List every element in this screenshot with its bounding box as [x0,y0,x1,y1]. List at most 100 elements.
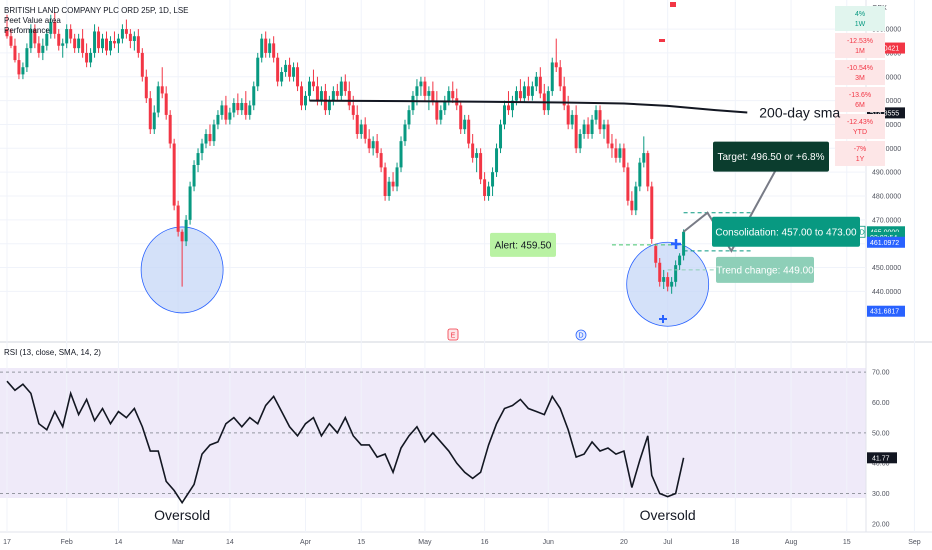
candle[interactable] [200,138,204,161]
candle[interactable] [622,143,626,173]
candle[interactable] [574,105,578,154]
candle[interactable] [347,81,351,111]
candle[interactable] [288,57,292,82]
candle[interactable] [323,83,327,115]
candle[interactable] [646,150,650,192]
candle[interactable] [132,31,136,51]
candle[interactable] [455,88,459,111]
candle[interactable] [311,69,315,92]
candle[interactable] [407,105,411,130]
candle[interactable] [674,260,678,287]
candle[interactable] [447,86,451,106]
candle[interactable] [475,148,479,173]
candle[interactable] [57,29,61,51]
price-badge[interactable] [867,226,905,238]
candle[interactable] [164,86,168,120]
candle[interactable] [578,129,582,154]
candle[interactable] [359,119,363,139]
candle[interactable] [29,24,33,53]
rsi-axis[interactable]: 70.00 60.00 50.00 40.00 30.00 20.00 41.77 [867,370,897,529]
candle[interactable] [411,91,415,115]
candle[interactable] [538,67,542,99]
candle[interactable] [598,105,602,134]
candle[interactable] [642,136,646,168]
candle[interactable] [626,162,630,206]
candle[interactable] [459,100,463,134]
candle[interactable] [69,24,73,44]
candle[interactable] [586,117,590,139]
indicator-peet-value-area[interactable]: Peet Value area [4,16,61,25]
rsi-legend[interactable]: RSI (13, close, SMA, 14, 2) [4,348,101,357]
candle[interactable] [272,36,276,63]
candle[interactable] [101,33,105,53]
candle[interactable] [487,181,491,201]
candle[interactable] [602,119,606,139]
candle[interactable] [439,105,443,125]
candle[interactable] [522,81,526,103]
candle[interactable] [192,160,196,192]
candle[interactable] [630,191,634,216]
candle[interactable] [391,172,395,192]
candle[interactable] [124,19,128,39]
candle[interactable] [41,38,45,61]
candle[interactable] [423,76,427,101]
candle[interactable] [37,36,41,58]
candle[interactable] [300,81,304,111]
candle[interactable] [144,69,148,103]
candle[interactable] [546,86,550,115]
rsi-current-badge[interactable] [867,452,897,464]
candle[interactable] [93,24,97,58]
candle[interactable] [13,38,17,63]
candle[interactable] [112,31,116,49]
plus-icon-1[interactable] [671,239,681,249]
candle[interactable] [387,176,391,201]
plus-icon-2[interactable] [659,315,667,323]
candle[interactable] [499,119,503,154]
candle[interactable] [331,86,335,106]
candle[interactable] [236,93,240,115]
candle[interactable] [427,86,431,111]
candle[interactable] [97,26,101,53]
candle[interactable] [244,91,248,120]
candle[interactable] [491,167,495,196]
candle[interactable] [471,134,475,163]
candle[interactable] [395,162,399,192]
candle[interactable] [550,57,554,96]
candle[interactable] [156,81,160,118]
candle[interactable] [264,31,268,58]
candle[interactable] [554,38,558,72]
price-badge[interactable] [867,236,905,248]
candle[interactable] [467,114,471,149]
candle[interactable] [383,162,387,201]
candle[interactable] [307,76,311,101]
price-badge[interactable] [867,305,905,317]
candle[interactable] [343,74,347,96]
candle[interactable] [479,148,483,185]
candle[interactable] [17,52,21,80]
candle[interactable] [483,172,487,201]
candle[interactable] [618,143,622,163]
candle[interactable] [658,258,662,287]
candle[interactable] [180,229,184,287]
candle[interactable] [463,114,467,134]
candle[interactable] [510,95,514,118]
candle[interactable] [327,95,331,115]
candle[interactable] [562,76,566,111]
candle[interactable] [495,143,499,177]
candle[interactable] [542,83,546,115]
candle[interactable] [296,62,300,92]
candle[interactable] [292,62,296,82]
candle[interactable] [650,181,654,244]
candle[interactable] [419,76,423,96]
candle[interactable] [526,76,530,101]
candle[interactable] [228,107,232,125]
candle[interactable] [73,33,77,53]
candle[interactable] [518,79,522,103]
candle[interactable] [116,33,120,53]
candle[interactable] [240,98,244,115]
candle[interactable] [654,243,658,268]
candle[interactable] [128,29,132,49]
candle[interactable] [304,91,307,111]
candle[interactable] [172,138,176,211]
candle[interactable] [363,117,367,144]
